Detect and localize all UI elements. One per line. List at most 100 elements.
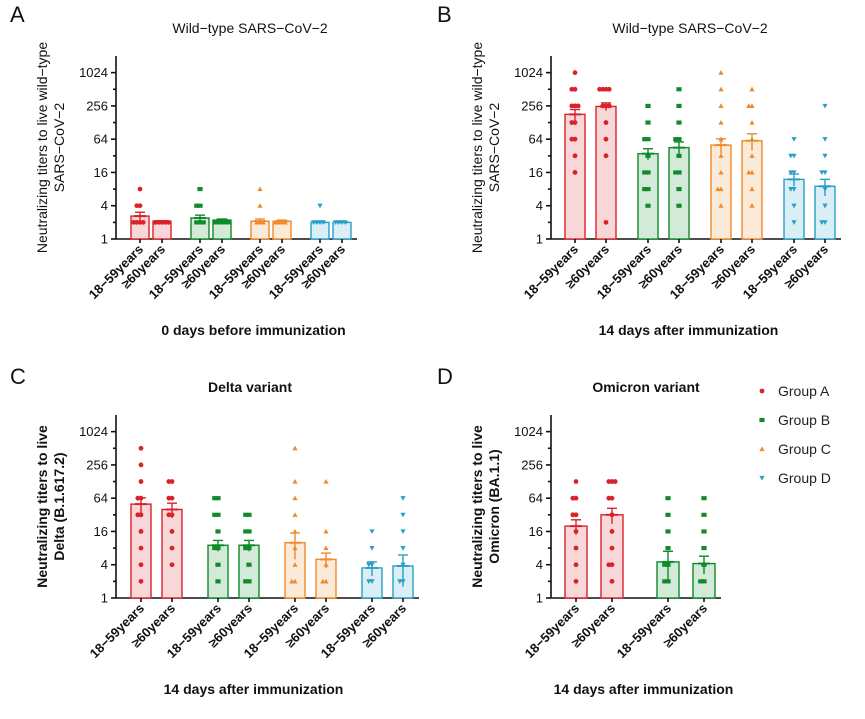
data-point xyxy=(701,512,707,517)
data-point xyxy=(246,579,252,584)
data-point xyxy=(718,119,724,125)
y-tick-label: 1 xyxy=(536,232,543,247)
panel-letter: D xyxy=(437,364,453,389)
data-point xyxy=(606,495,612,501)
data-point xyxy=(612,479,618,484)
data-point xyxy=(606,86,612,92)
y-tick-label: 1024 xyxy=(514,424,543,439)
data-point xyxy=(603,153,609,159)
data-point xyxy=(573,578,579,584)
data-point xyxy=(676,137,682,142)
y-tick-label: 16 xyxy=(529,165,543,180)
y-tick-label: 4 xyxy=(536,198,543,213)
chart-title: Delta variant xyxy=(208,379,292,395)
y-axis-label: SARS−CoV−2 xyxy=(51,103,67,193)
data-point xyxy=(642,170,648,175)
y-axis-label: Neutralizing titers to live wild−type xyxy=(469,42,485,253)
data-point xyxy=(323,545,329,551)
data-point xyxy=(662,562,668,567)
data-point xyxy=(138,462,144,468)
data-point xyxy=(366,562,372,568)
y-tick-label: 4 xyxy=(101,198,108,213)
data-point xyxy=(603,120,609,125)
y-axis-label: Neutralizing titers to live xyxy=(469,425,485,588)
bar xyxy=(668,146,690,240)
data-point xyxy=(749,86,755,92)
data-point xyxy=(197,220,203,225)
data-point xyxy=(320,578,326,584)
bar xyxy=(637,152,659,240)
data-point xyxy=(194,203,200,208)
data-point xyxy=(676,187,682,192)
data-point xyxy=(131,219,137,225)
data-point xyxy=(718,86,724,92)
bar xyxy=(564,525,588,599)
y-tick-label: 1 xyxy=(101,591,108,606)
data-point xyxy=(676,203,682,208)
data-point xyxy=(791,220,797,225)
y-tick-label: 1 xyxy=(536,591,543,606)
data-point xyxy=(225,220,231,225)
data-point xyxy=(698,579,704,584)
data-point xyxy=(822,103,828,109)
data-point xyxy=(323,478,329,484)
legend: Group A Group B Group C Group D xyxy=(759,383,831,486)
data-point xyxy=(718,169,724,175)
data-point xyxy=(215,496,221,501)
bar xyxy=(595,105,617,240)
data-point xyxy=(645,203,651,208)
chart-title: Omicron variant xyxy=(592,379,700,395)
data-point xyxy=(569,103,575,109)
data-point xyxy=(718,70,724,75)
data-point xyxy=(215,562,221,567)
data-point xyxy=(676,87,682,92)
x-tick-label: 18−59years xyxy=(614,601,674,661)
x-axis-title: 14 days after immunization xyxy=(554,681,734,697)
data-point xyxy=(169,529,175,534)
data-point xyxy=(134,203,140,209)
panel-letter: C xyxy=(10,364,26,389)
data-point xyxy=(609,578,615,584)
data-point xyxy=(676,120,682,125)
data-point xyxy=(138,562,144,568)
data-point xyxy=(369,546,375,551)
y-tick-label: 64 xyxy=(529,132,543,147)
data-point xyxy=(645,187,651,192)
data-point xyxy=(749,203,755,208)
y-tick-label: 1024 xyxy=(79,424,108,439)
data-point xyxy=(138,545,144,551)
chart-title: Wild−type SARS−CoV−2 xyxy=(172,20,327,36)
data-point xyxy=(569,86,575,92)
data-point xyxy=(609,529,615,534)
data-point xyxy=(572,70,578,76)
data-point xyxy=(166,479,172,484)
y-axis-label: Omicron (BA.1.1) xyxy=(486,449,502,563)
y-tick-label: 256 xyxy=(521,98,543,113)
data-point xyxy=(819,170,825,176)
data-point xyxy=(788,170,794,176)
bar xyxy=(564,113,586,240)
bar xyxy=(161,508,183,599)
data-point xyxy=(597,86,602,92)
chart-title: Wild−type SARS−CoV−2 xyxy=(612,20,767,36)
data-point xyxy=(609,545,615,551)
bar xyxy=(207,544,229,599)
data-point xyxy=(246,512,252,517)
y-tick-label: 4 xyxy=(536,557,543,572)
data-point xyxy=(645,120,651,125)
data-point xyxy=(718,153,724,158)
data-point xyxy=(138,578,144,584)
y-tick-label: 4 xyxy=(101,557,108,572)
data-point xyxy=(215,512,221,517)
data-point xyxy=(169,562,175,568)
data-point xyxy=(718,203,724,208)
data-point xyxy=(243,579,249,584)
data-point xyxy=(292,512,298,517)
y-tick-label: 1024 xyxy=(79,65,108,80)
y-axis-label: Neutralizing titers to live xyxy=(34,425,50,588)
data-point xyxy=(212,496,218,501)
data-point xyxy=(701,529,707,534)
data-point xyxy=(137,186,143,192)
x-axis-title: 14 days after immunization xyxy=(599,322,779,338)
